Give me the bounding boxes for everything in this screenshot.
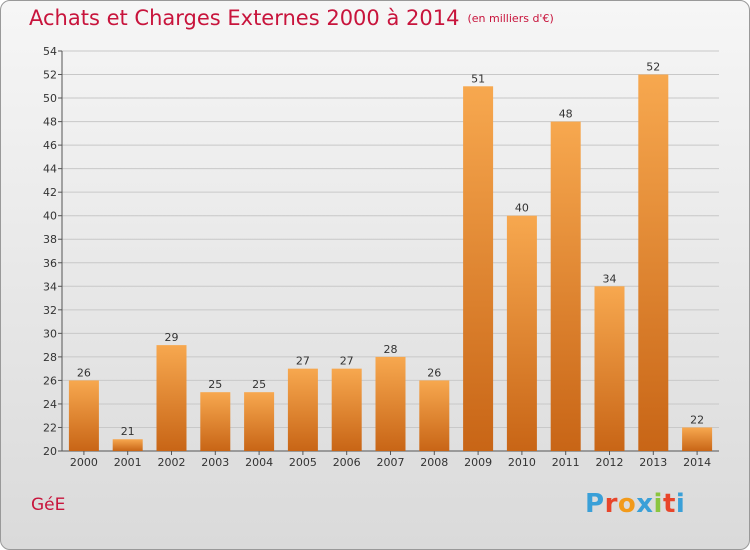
bar-2004 — [244, 392, 275, 451]
y-tick-label: 38 — [43, 233, 57, 246]
data-label-2010: 40 — [515, 202, 529, 215]
x-tick-label-2002: 2002 — [158, 456, 186, 469]
bar-2009 — [463, 86, 494, 451]
x-tick-label-2014: 2014 — [683, 456, 711, 469]
data-label-2014: 22 — [690, 413, 704, 426]
y-tick-label: 50 — [43, 92, 57, 105]
y-tick-label: 30 — [43, 327, 57, 340]
data-label-2004: 25 — [252, 378, 266, 391]
data-label-2011: 48 — [559, 108, 573, 121]
bar-2006 — [331, 368, 362, 451]
logo-letter: x — [636, 489, 654, 519]
bar-2013 — [638, 74, 669, 451]
data-label-2001: 21 — [121, 425, 135, 438]
y-tick-label: 44 — [43, 163, 57, 176]
chart-title: Achats et Charges Externes 2000 à 2014 (e… — [29, 6, 554, 30]
x-tick-label-2008: 2008 — [420, 456, 448, 469]
y-tick-label: 20 — [43, 445, 57, 458]
data-label-2012: 34 — [603, 272, 617, 285]
data-label-2013: 52 — [646, 61, 660, 74]
logo-letter: o — [617, 489, 637, 519]
bar-2007 — [375, 356, 406, 451]
y-tick-label: 26 — [43, 374, 57, 387]
y-tick-label: 36 — [43, 257, 57, 270]
x-tick-label-2004: 2004 — [245, 456, 273, 469]
bar-2011 — [550, 121, 581, 452]
chart-title-text: Achats et Charges Externes 2000 à 2014 — [29, 6, 460, 30]
data-label-2007: 28 — [384, 343, 398, 356]
logo-letter: i — [653, 489, 663, 519]
x-tick-label-2003: 2003 — [201, 456, 229, 469]
bar-2005 — [287, 368, 318, 451]
proxiti-logo: Proxiti — [585, 489, 685, 519]
logo-letter: P — [585, 489, 605, 519]
x-tick-label-2000: 2000 — [70, 456, 98, 469]
x-tick-label-2006: 2006 — [333, 456, 361, 469]
data-label-2006: 27 — [340, 355, 354, 368]
x-tick-label-2009: 2009 — [464, 456, 492, 469]
x-tick-label-2012: 2012 — [596, 456, 624, 469]
logo-letter: r — [604, 489, 618, 519]
bar-2012 — [594, 286, 625, 451]
logo-letter: i — [675, 489, 686, 519]
data-label-2000: 26 — [77, 366, 91, 379]
x-tick-label-2005: 2005 — [289, 456, 317, 469]
x-tick-label-2013: 2013 — [639, 456, 667, 469]
bar-2008 — [419, 380, 450, 451]
y-tick-label: 46 — [43, 139, 57, 152]
y-tick-label: 22 — [43, 421, 57, 434]
bar-2010 — [506, 215, 537, 451]
y-tick-label: 48 — [43, 116, 57, 129]
bar-2001 — [112, 439, 143, 451]
data-label-2008: 26 — [427, 366, 441, 379]
x-tick-label-2007: 2007 — [377, 456, 405, 469]
y-tick-label: 52 — [43, 69, 57, 82]
y-tick-label: 34 — [43, 280, 57, 293]
logo-letter: t — [662, 489, 676, 519]
y-tick-label: 42 — [43, 186, 57, 199]
bar-2002 — [156, 345, 187, 451]
y-tick-label: 40 — [43, 210, 57, 223]
x-tick-label-2010: 2010 — [508, 456, 536, 469]
bar-2000 — [68, 380, 99, 451]
bar-2003 — [200, 392, 231, 451]
commune-name: GéE — [31, 495, 66, 515]
data-label-2009: 51 — [471, 72, 485, 85]
data-label-2002: 29 — [165, 331, 179, 344]
data-label-2005: 27 — [296, 355, 310, 368]
data-label-2003: 25 — [208, 378, 222, 391]
y-tick-label: 24 — [43, 398, 57, 411]
chart-subtitle: (en milliers d'€) — [467, 12, 554, 25]
labels: 20 22 24 26 28 30 32 34 36 38 40 42 44 46 48 50 52 54 26 20… — [43, 45, 711, 469]
y-tick-label: 54 — [43, 45, 57, 58]
y-tick-label: 32 — [43, 304, 57, 317]
x-tick-label-2001: 2001 — [114, 456, 142, 469]
bar-2014 — [682, 427, 713, 451]
y-tick-label: 28 — [43, 351, 57, 364]
bars — [68, 74, 713, 452]
x-tick-label-2011: 2011 — [552, 456, 580, 469]
